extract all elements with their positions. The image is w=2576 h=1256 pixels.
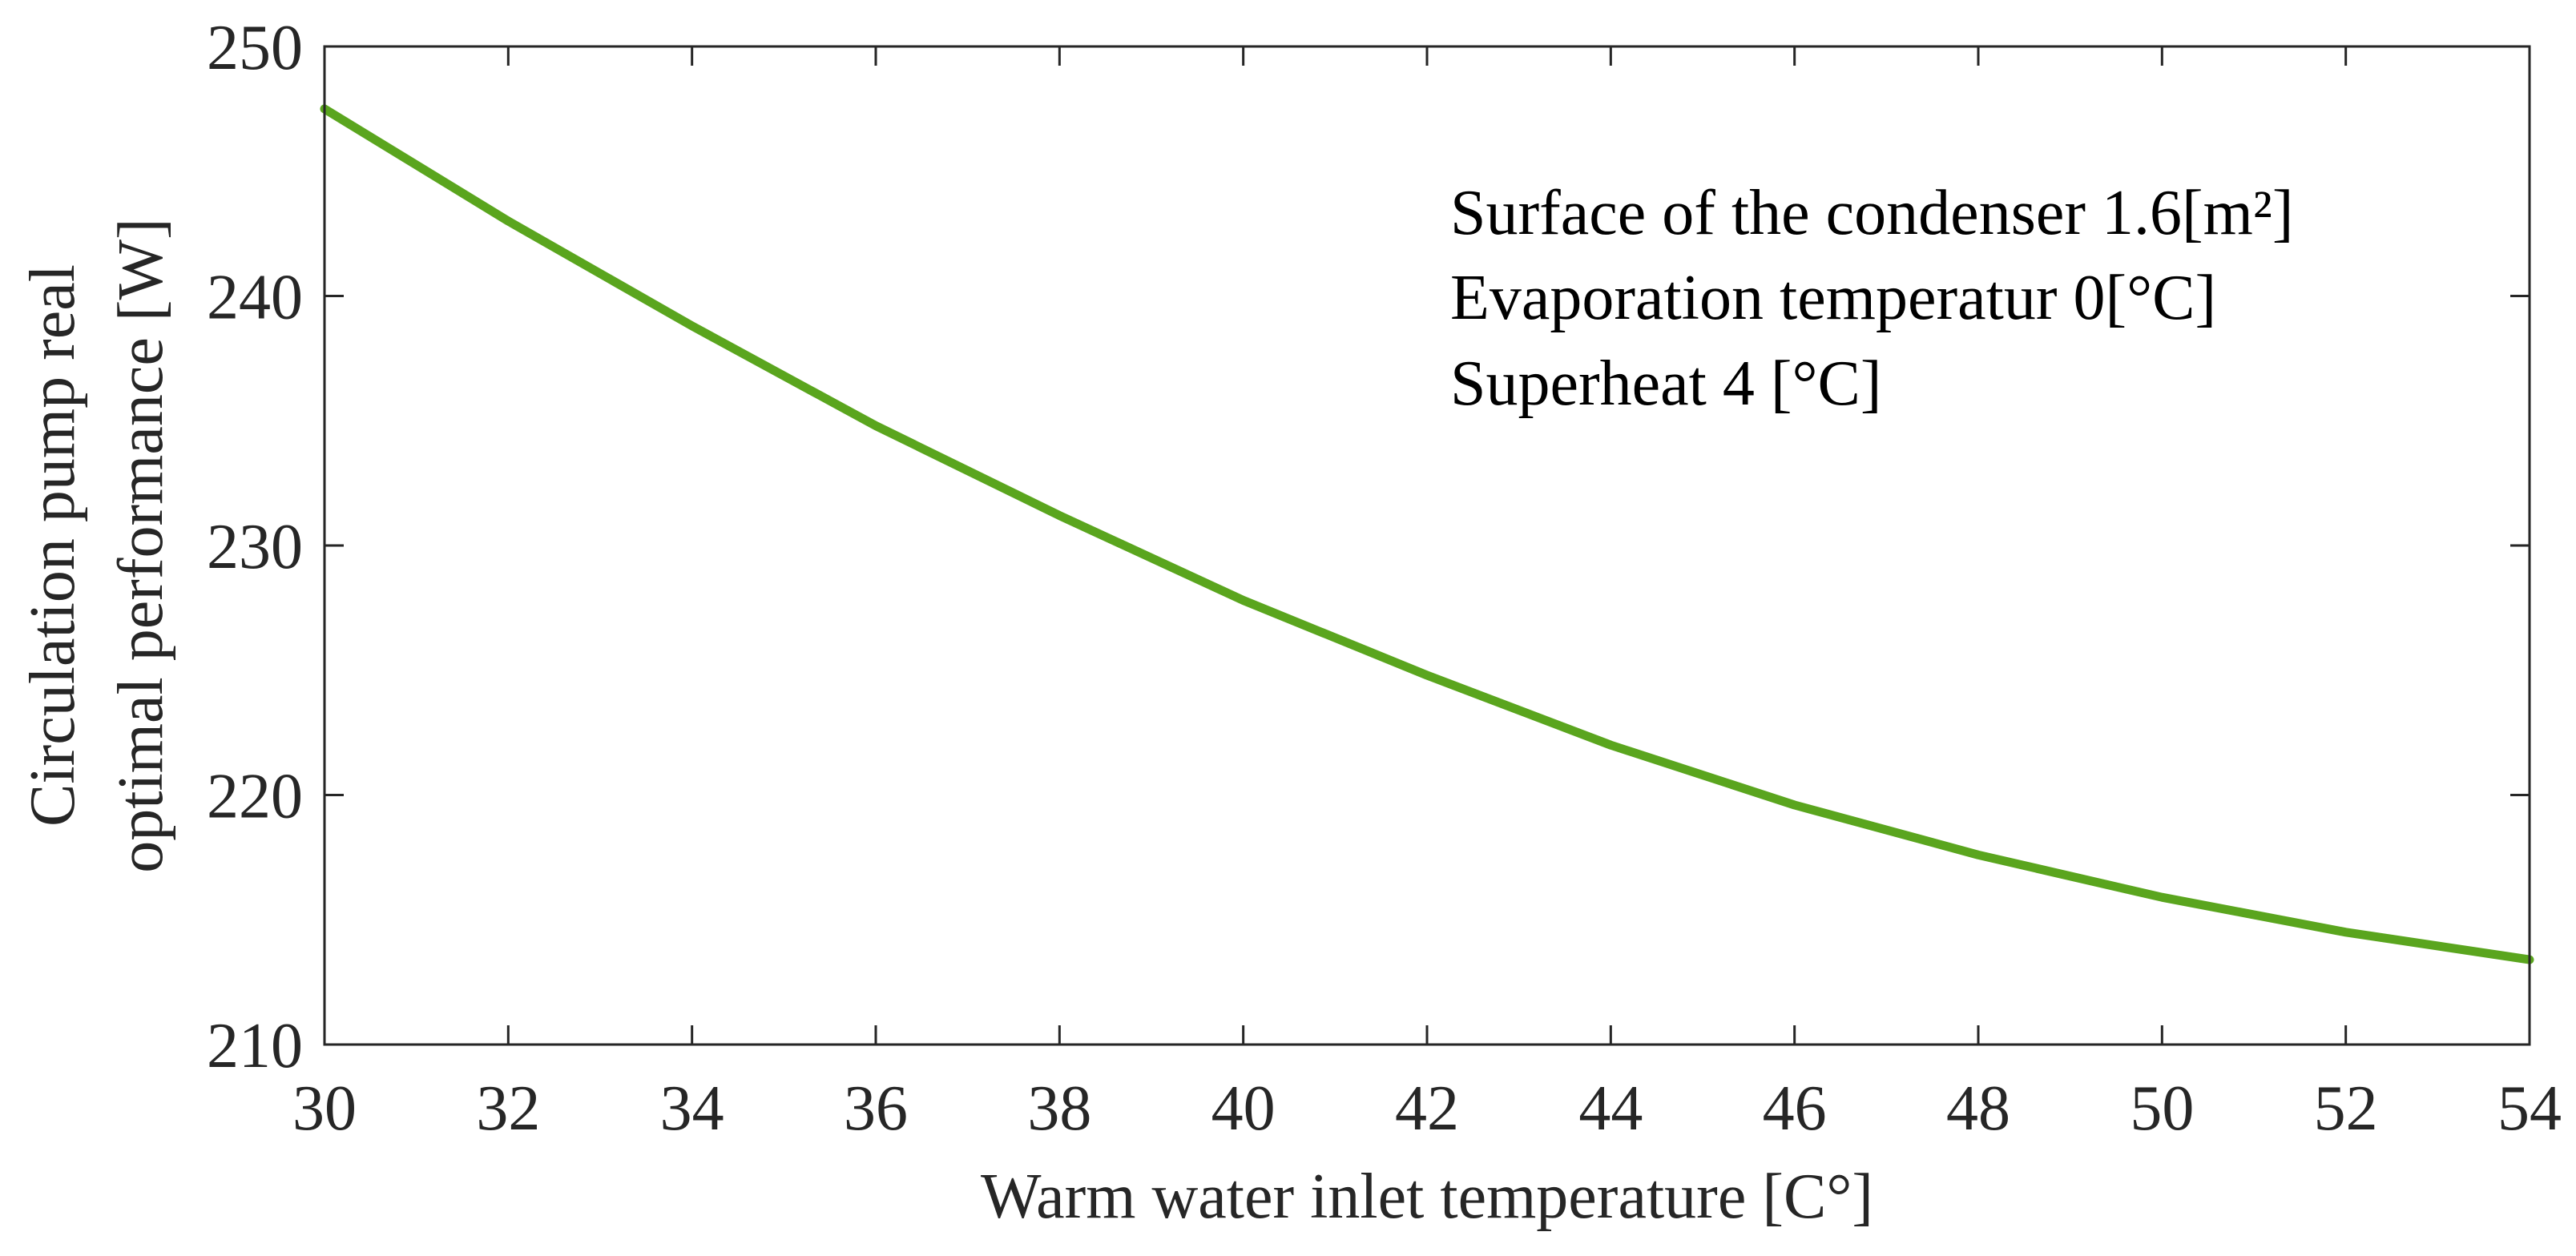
y-tick-label: 220 bbox=[207, 762, 303, 832]
x-tick-label: 40 bbox=[1211, 1073, 1276, 1144]
y-axis-title-line-2: optimal performance [W] bbox=[106, 218, 176, 872]
x-tick-label: 52 bbox=[2314, 1073, 2378, 1144]
y-axis-title-line-1: Circulation pump real bbox=[18, 264, 88, 827]
x-tick-label: 48 bbox=[1946, 1073, 2010, 1144]
series-line bbox=[320, 104, 2534, 964]
x-tick-label: 30 bbox=[292, 1073, 357, 1144]
x-tick-label: 32 bbox=[476, 1073, 540, 1144]
annotation-line-3: Superheat 4 [°C] bbox=[1450, 348, 1882, 419]
x-tick-label: 54 bbox=[2497, 1073, 2562, 1144]
y-tick-label: 210 bbox=[207, 1011, 303, 1081]
x-tick-label: 38 bbox=[1027, 1073, 1091, 1144]
y-tick-label: 240 bbox=[207, 263, 303, 333]
x-tick-label: 50 bbox=[2130, 1073, 2194, 1144]
x-tick-label: 42 bbox=[1395, 1073, 1459, 1144]
plot-frame bbox=[323, 45, 2531, 1046]
y-tick-label: 230 bbox=[207, 512, 303, 582]
y-tick-label: 250 bbox=[207, 13, 303, 83]
x-tick-label: 36 bbox=[844, 1073, 908, 1144]
annotation-line-2: Evaporation temperatur 0[°C] bbox=[1450, 263, 2216, 333]
x-tick-label: 34 bbox=[660, 1073, 724, 1144]
axis-tick-labels: 30 32 34 36 38 40 42 44 46 48 50 52 54 210 220 230 240 25… bbox=[207, 13, 2562, 1144]
annotation-line-1: Surface of the condenser 1.6[m²] bbox=[1450, 178, 2293, 248]
x-axis-title: Warm water inlet temperature [C°] bbox=[981, 1161, 1873, 1232]
x-tick-label: 44 bbox=[1578, 1073, 1643, 1144]
x-tick-label: 46 bbox=[1763, 1073, 1827, 1144]
